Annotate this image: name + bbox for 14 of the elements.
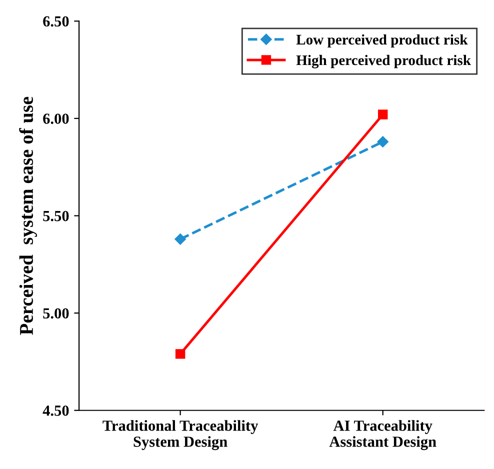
y-tick-label: 6.00 [43, 114, 69, 124]
point [377, 136, 388, 148]
x-tick-label: AI Traceability Assistant Design [329, 420, 436, 450]
legend-label: Low perceived product risk [296, 34, 468, 48]
x-tick-label: Traditional Traceability System Design [102, 420, 258, 450]
point [378, 110, 388, 120]
y-tick-label: 4.50 [42, 406, 69, 416]
y-tick-label: 6.50 [43, 16, 69, 27]
y-axis-title: Perceived system ease of use [19, 96, 38, 335]
legend-label: High perceived product risk [296, 54, 471, 68]
point [175, 349, 186, 359]
y-tick-label: 5.00 [43, 308, 69, 319]
y-tick-label: 5.50 [43, 210, 69, 222]
point [174, 233, 186, 245]
